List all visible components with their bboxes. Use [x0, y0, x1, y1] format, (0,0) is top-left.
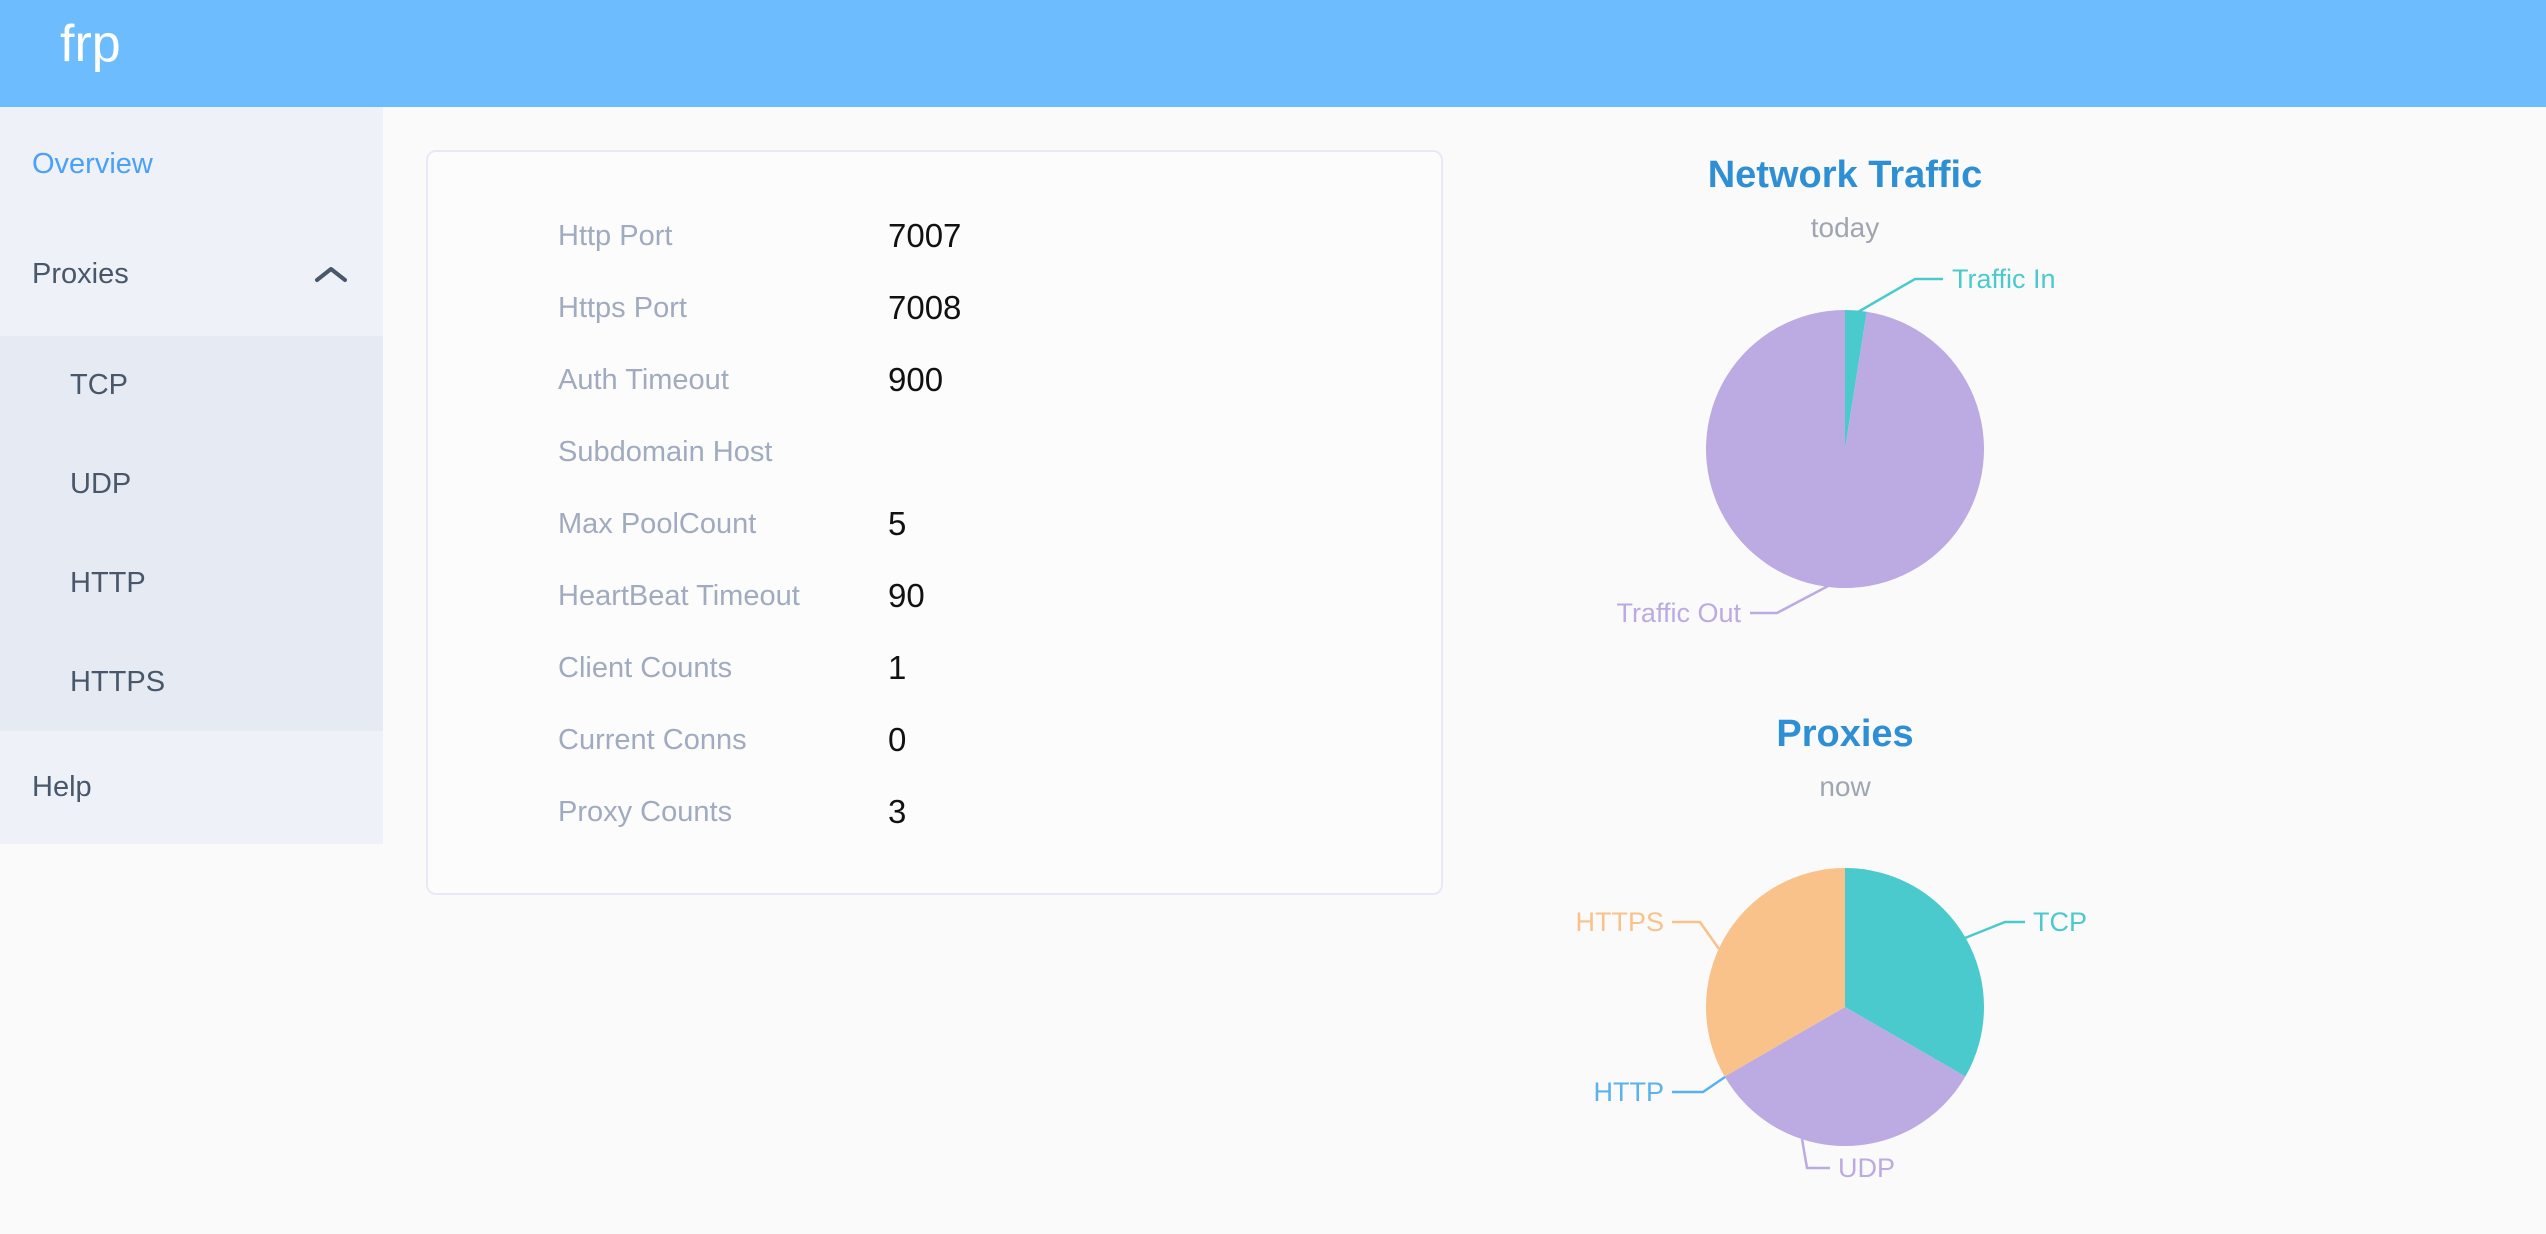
sidebar-proxies-label: Proxies: [32, 257, 129, 290]
traffic-out-leader-line: [1750, 583, 1831, 615]
row-label: Subdomain Host: [558, 435, 773, 468]
row-value: 5: [888, 505, 907, 542]
row-label: Max PoolCount: [558, 507, 757, 540]
pie-slice-tcp: [1845, 868, 1985, 1077]
sidebar-item-http[interactable]: HTTP: [0, 534, 383, 633]
network-traffic-chart-subtitle: today: [1810, 212, 1880, 243]
pie-slice-https: [1705, 868, 1845, 1077]
udp-leader-line: [1800, 1138, 1830, 1170]
sidebar-https-label: HTTPS: [70, 666, 166, 698]
sidebar-item-overview[interactable]: Overview: [0, 118, 383, 210]
server-info-row: Http Port 7007: [428, 200, 1441, 272]
charts-column: Network Traffic today Traffic In Traffic…: [1545, 107, 2145, 1234]
top-header-bar: frp: [0, 0, 2546, 107]
pie-slice-udp: [1724, 1007, 1966, 1147]
traffic-out-label: Traffic Out: [1616, 598, 1741, 628]
server-info-row: Current Conns 0: [428, 704, 1441, 776]
sidebar-item-tcp[interactable]: TCP: [0, 336, 383, 435]
row-label: Current Conns: [558, 723, 747, 756]
sidebar-tcp-label: TCP: [70, 369, 128, 401]
frp-logo: frp: [60, 15, 121, 73]
row-value: 90: [888, 577, 925, 614]
row-value: 0: [888, 721, 907, 758]
row-value: 7007: [888, 217, 962, 254]
server-info-row: Max PoolCount 5: [428, 488, 1441, 560]
row-value: 3: [888, 793, 907, 830]
row-label: Https Port: [558, 291, 687, 324]
row-label: Auth Timeout: [558, 363, 729, 396]
server-info-row: Subdomain Host: [428, 416, 1441, 488]
row-value: 1: [888, 649, 907, 686]
proxies-chart-title: Proxies: [1776, 713, 1914, 755]
https-label: HTTPS: [1575, 907, 1664, 937]
row-value: 7008: [888, 289, 962, 326]
network-traffic-chart-title: Network Traffic: [1707, 154, 1983, 196]
row-label: HeartBeat Timeout: [558, 579, 800, 612]
pie-slices: [1706, 310, 1985, 588]
server-info-row: Proxy Counts 3: [428, 776, 1441, 848]
server-info-row: Client Counts 1: [428, 632, 1441, 704]
sidebar-udp-label: UDP: [70, 468, 132, 500]
traffic-in-leader-line: [1857, 277, 1943, 314]
network-traffic-pie-chart: Traffic In Traffic Out: [1616, 264, 2056, 628]
row-value: 900: [888, 361, 944, 398]
sidebar-item-help[interactable]: Help: [0, 731, 383, 844]
row-label: Client Counts: [558, 651, 733, 684]
sidebar-item-proxies-toggle[interactable]: Proxies: [0, 228, 383, 320]
sidebar-nav: Overview Proxies TCP UDP HTTP HTTPS Help: [0, 107, 383, 844]
traffic-in-label: Traffic In: [1952, 264, 2056, 294]
tcp-label: TCP: [2033, 907, 2087, 937]
tcp-leader-line: [1964, 920, 2025, 940]
server-info-card: Http Port 7007 Https Port 7008 Auth Time…: [426, 150, 1443, 895]
udp-label: UDP: [1838, 1153, 1895, 1183]
https-leader-line: [1672, 920, 1721, 950]
server-info-row: HeartBeat Timeout 90: [428, 560, 1441, 632]
sidebar-item-udp[interactable]: UDP: [0, 435, 383, 534]
sidebar-item-https[interactable]: HTTPS: [0, 633, 383, 732]
http-leader-line: [1672, 1075, 1726, 1094]
sidebar-overview-label: Overview: [32, 147, 153, 180]
server-info-row: Auth Timeout 900: [428, 344, 1441, 416]
proxies-pie-chart: TCP UDP HTTP HTTPS: [1575, 868, 2087, 1183]
proxies-chart-subtitle: now: [1819, 771, 1871, 802]
http-label: HTTP: [1594, 1077, 1665, 1107]
chevron-up-icon: [315, 267, 347, 282]
row-label: Http Port: [558, 219, 673, 252]
sidebar-http-label: HTTP: [70, 567, 146, 599]
sidebar-proxies-submenu: TCP UDP HTTP HTTPS: [0, 336, 383, 731]
pie-slice-traffic-in: [1845, 310, 1867, 449]
sidebar-help-label: Help: [32, 771, 92, 803]
server-info-row: Https Port 7008: [428, 272, 1441, 344]
row-label: Proxy Counts: [558, 795, 733, 828]
pie-slice-traffic-out: [1706, 310, 1985, 588]
pie-slices: [1705, 868, 1985, 1147]
